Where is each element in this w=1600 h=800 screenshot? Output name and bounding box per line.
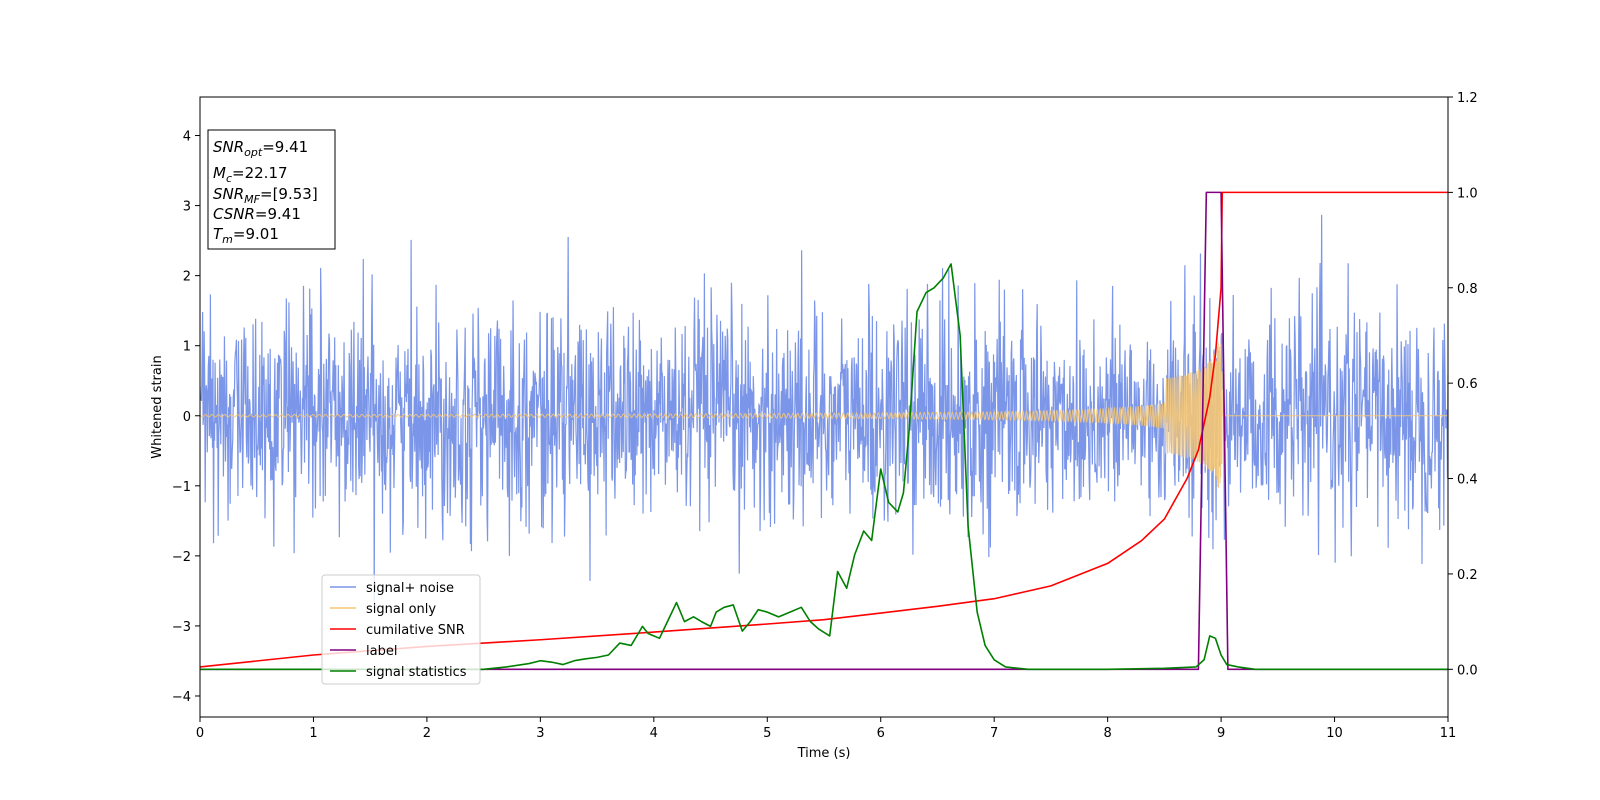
info-csnr: CSNR=9.41 — [213, 205, 301, 223]
legend-label: cumilative SNR — [366, 623, 465, 638]
x-tick-label: 6 — [877, 726, 885, 741]
x-axis: 0 1 2 3 4 5 6 7 8 9 10 11 — [196, 717, 1456, 741]
y-tick-label: −3 — [172, 620, 191, 635]
y-axis-left: 4 3 2 1 0 −1 −2 −3 −4 — [172, 130, 200, 705]
plot-frame — [199, 96, 1449, 718]
x-tick-label: 11 — [1440, 726, 1457, 741]
x-tick-label: 2 — [423, 726, 431, 741]
x-tick-label: 9 — [1217, 726, 1225, 741]
x-tick-label: 7 — [990, 726, 998, 741]
y2-tick-label: 0.8 — [1457, 282, 1478, 297]
x-tick-label: 10 — [1326, 726, 1343, 741]
series-line-signal-noise — [200, 214, 1448, 608]
info-mc: Mc=22.17 — [213, 164, 288, 185]
info-box: SNRopt=9.41 Mc=22.17 SNRMF=[9.53] CSNR=9… — [207, 129, 336, 250]
series-line-signal-statistics — [200, 263, 1448, 671]
info-box-frame — [207, 129, 336, 250]
y2-tick-label: 0.2 — [1457, 568, 1478, 583]
x-tick-label: 1 — [309, 726, 317, 741]
y-tick-label: −4 — [172, 690, 191, 705]
y2-tick-label: 1.2 — [1457, 91, 1478, 106]
series-line-signal-only — [200, 342, 1448, 489]
info-tm: Tm=9.01 — [213, 225, 279, 246]
y-tick-label: −1 — [172, 480, 191, 495]
legend-label: signal+ noise — [366, 581, 454, 596]
x-tick-label: 5 — [763, 726, 771, 741]
y-axis-right: 1.2 1.0 0.8 0.6 0.4 0.2 0.0 — [1448, 91, 1478, 678]
info-snr-opt: SNRopt=9.41 — [213, 138, 308, 159]
legend-label: signal only — [366, 602, 436, 617]
y-tick-label: −2 — [172, 550, 191, 565]
y-tick-label: 2 — [183, 270, 191, 285]
x-tick-label: 0 — [196, 726, 204, 741]
y-tick-label: 1 — [183, 340, 191, 355]
y-tick-label: 4 — [183, 130, 191, 145]
x-tick-label: 8 — [1103, 726, 1111, 741]
y-axis-label: Whitened strain — [150, 355, 165, 458]
y-tick-label: 0 — [183, 410, 191, 425]
legend-frame — [321, 574, 481, 685]
x-axis-label: Time (s) — [797, 746, 851, 761]
legend-label: signal statistics — [366, 665, 467, 680]
info-snr-mf: SNRMF=[9.53] — [213, 185, 318, 206]
y2-tick-label: 0.6 — [1457, 377, 1478, 392]
y-tick-label: 3 — [183, 200, 191, 215]
y2-tick-label: 0.4 — [1457, 473, 1478, 488]
y2-tick-label: 1.0 — [1457, 186, 1478, 201]
legend-label: label — [366, 644, 397, 659]
x-tick-label: 4 — [650, 726, 658, 741]
legend: signal+ noise signal only cumilative SNR la… — [321, 574, 481, 685]
x-tick-label: 3 — [536, 726, 544, 741]
y2-tick-label: 0.0 — [1457, 663, 1478, 678]
plot-area — [200, 191, 1448, 671]
series-line-cumilative-snr — [200, 191, 1448, 668]
